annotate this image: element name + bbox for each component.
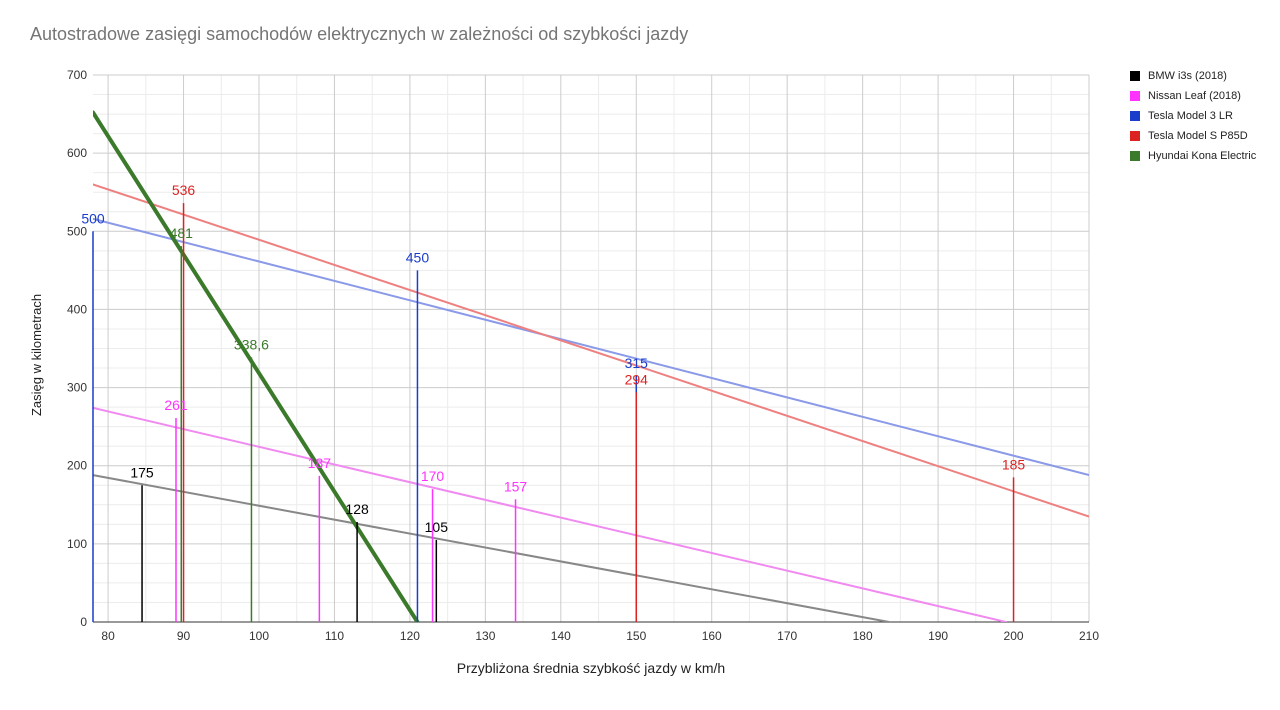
- data-label: 338,6: [234, 336, 269, 352]
- data-label: 187: [308, 455, 332, 471]
- tick-labels: 80 90 100 110 120 130 140 150 160 170 180 190 200 210…: [67, 68, 1099, 643]
- legend-item: Tesla Model S P85D: [1130, 126, 1256, 146]
- x-tick-label: 170: [777, 629, 797, 643]
- x-tick-label: 190: [928, 629, 948, 643]
- y-tick-label: 400: [67, 302, 87, 316]
- legend-swatch: [1130, 91, 1140, 101]
- y-tick-label: 0: [80, 615, 87, 629]
- legend-swatch: [1130, 131, 1140, 141]
- data-label: 500: [81, 210, 105, 226]
- trendline: [93, 474, 891, 622]
- x-tick-label: 90: [177, 629, 191, 643]
- data-labels: 175 128 105 261 187 170 157 500 450 315 536 294 185 4…: [81, 182, 1025, 535]
- trendline: [93, 217, 1089, 477]
- legend-item: Tesla Model 3 LR: [1130, 106, 1256, 126]
- legend-swatch: [1130, 111, 1140, 121]
- legend-label: Hyundai Kona Electric: [1148, 150, 1257, 162]
- data-label: 294: [625, 371, 649, 387]
- legend-item: Nissan Leaf (2018): [1130, 86, 1256, 106]
- x-tick-label: 150: [626, 629, 646, 643]
- data-label: 185: [1002, 456, 1026, 472]
- legend-label: Nissan Leaf (2018): [1148, 90, 1241, 102]
- legend-label: Tesla Model S P85D: [1148, 130, 1248, 142]
- legend-item: Hyundai Kona Electric: [1130, 146, 1256, 166]
- legend: BMW i3s (2018) Nissan Leaf (2018) Tesla Mo…: [1130, 66, 1256, 166]
- x-tick-label: 140: [551, 629, 571, 643]
- x-tick-label: 120: [400, 629, 420, 643]
- trendline: [93, 406, 1007, 622]
- y-tick-label: 500: [67, 224, 87, 238]
- x-axis-label: Przybliżona średnia szybkość jazdy w km/…: [457, 660, 725, 676]
- trendlines: [93, 110, 1089, 622]
- x-tick-label: 100: [249, 629, 269, 643]
- x-tick-label: 80: [101, 629, 115, 643]
- data-label: 481: [170, 225, 194, 241]
- trendline: [93, 110, 420, 622]
- x-tick-label: 130: [475, 629, 495, 643]
- x-tick-label: 160: [702, 629, 722, 643]
- data-label: 261: [164, 397, 188, 413]
- trendline: [93, 183, 1089, 518]
- y-axis-label: Zasięg w kilometrach: [29, 294, 44, 416]
- data-label: 170: [421, 468, 445, 484]
- legend-item: BMW i3s (2018): [1130, 66, 1256, 86]
- legend-swatch: [1130, 71, 1140, 81]
- data-label: 157: [504, 478, 528, 494]
- data-label: 450: [406, 249, 430, 265]
- legend-label: Tesla Model 3 LR: [1148, 110, 1233, 122]
- y-tick-label: 600: [67, 146, 87, 160]
- data-label: 105: [425, 519, 449, 535]
- y-tick-label: 300: [67, 381, 87, 395]
- legend-swatch: [1130, 151, 1140, 161]
- data-label: 315: [625, 355, 649, 371]
- y-tick-label: 700: [67, 68, 87, 82]
- legend-label: BMW i3s (2018): [1148, 70, 1227, 82]
- data-label: 175: [130, 464, 154, 480]
- y-tick-label: 200: [67, 459, 87, 473]
- x-tick-label: 180: [853, 629, 873, 643]
- x-tick-label: 200: [1004, 629, 1024, 643]
- data-label: 128: [345, 501, 369, 517]
- x-tick-label: 210: [1079, 629, 1099, 643]
- x-tick-label: 110: [325, 629, 344, 643]
- grid: [93, 74, 1090, 623]
- chart-title: Autostradowe zasięgi samochodów elektryc…: [30, 24, 689, 44]
- data-lines: [92, 203, 1015, 622]
- data-label: 536: [172, 182, 196, 198]
- y-tick-label: 100: [67, 537, 87, 551]
